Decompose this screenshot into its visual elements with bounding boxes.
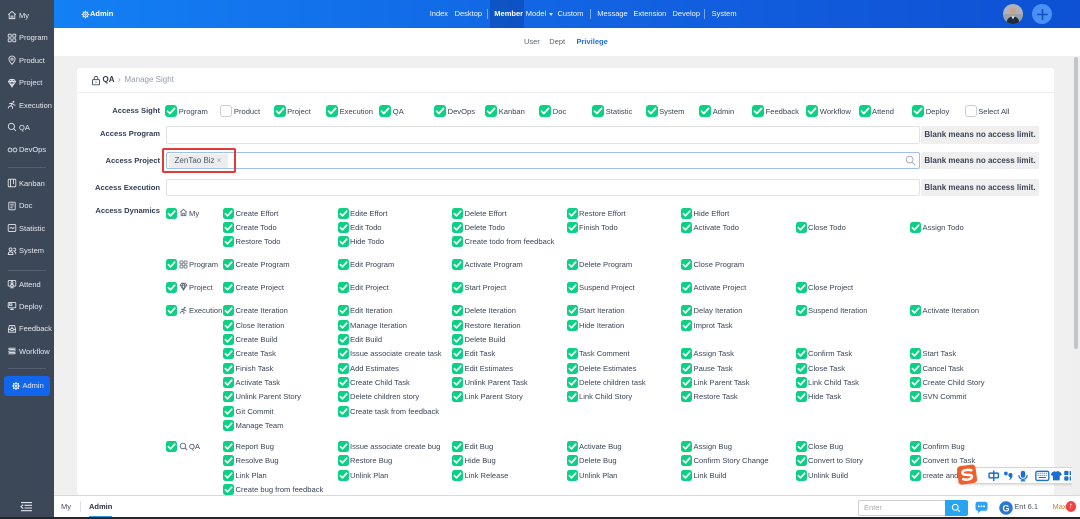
svg-text:G: G (1003, 503, 1010, 513)
